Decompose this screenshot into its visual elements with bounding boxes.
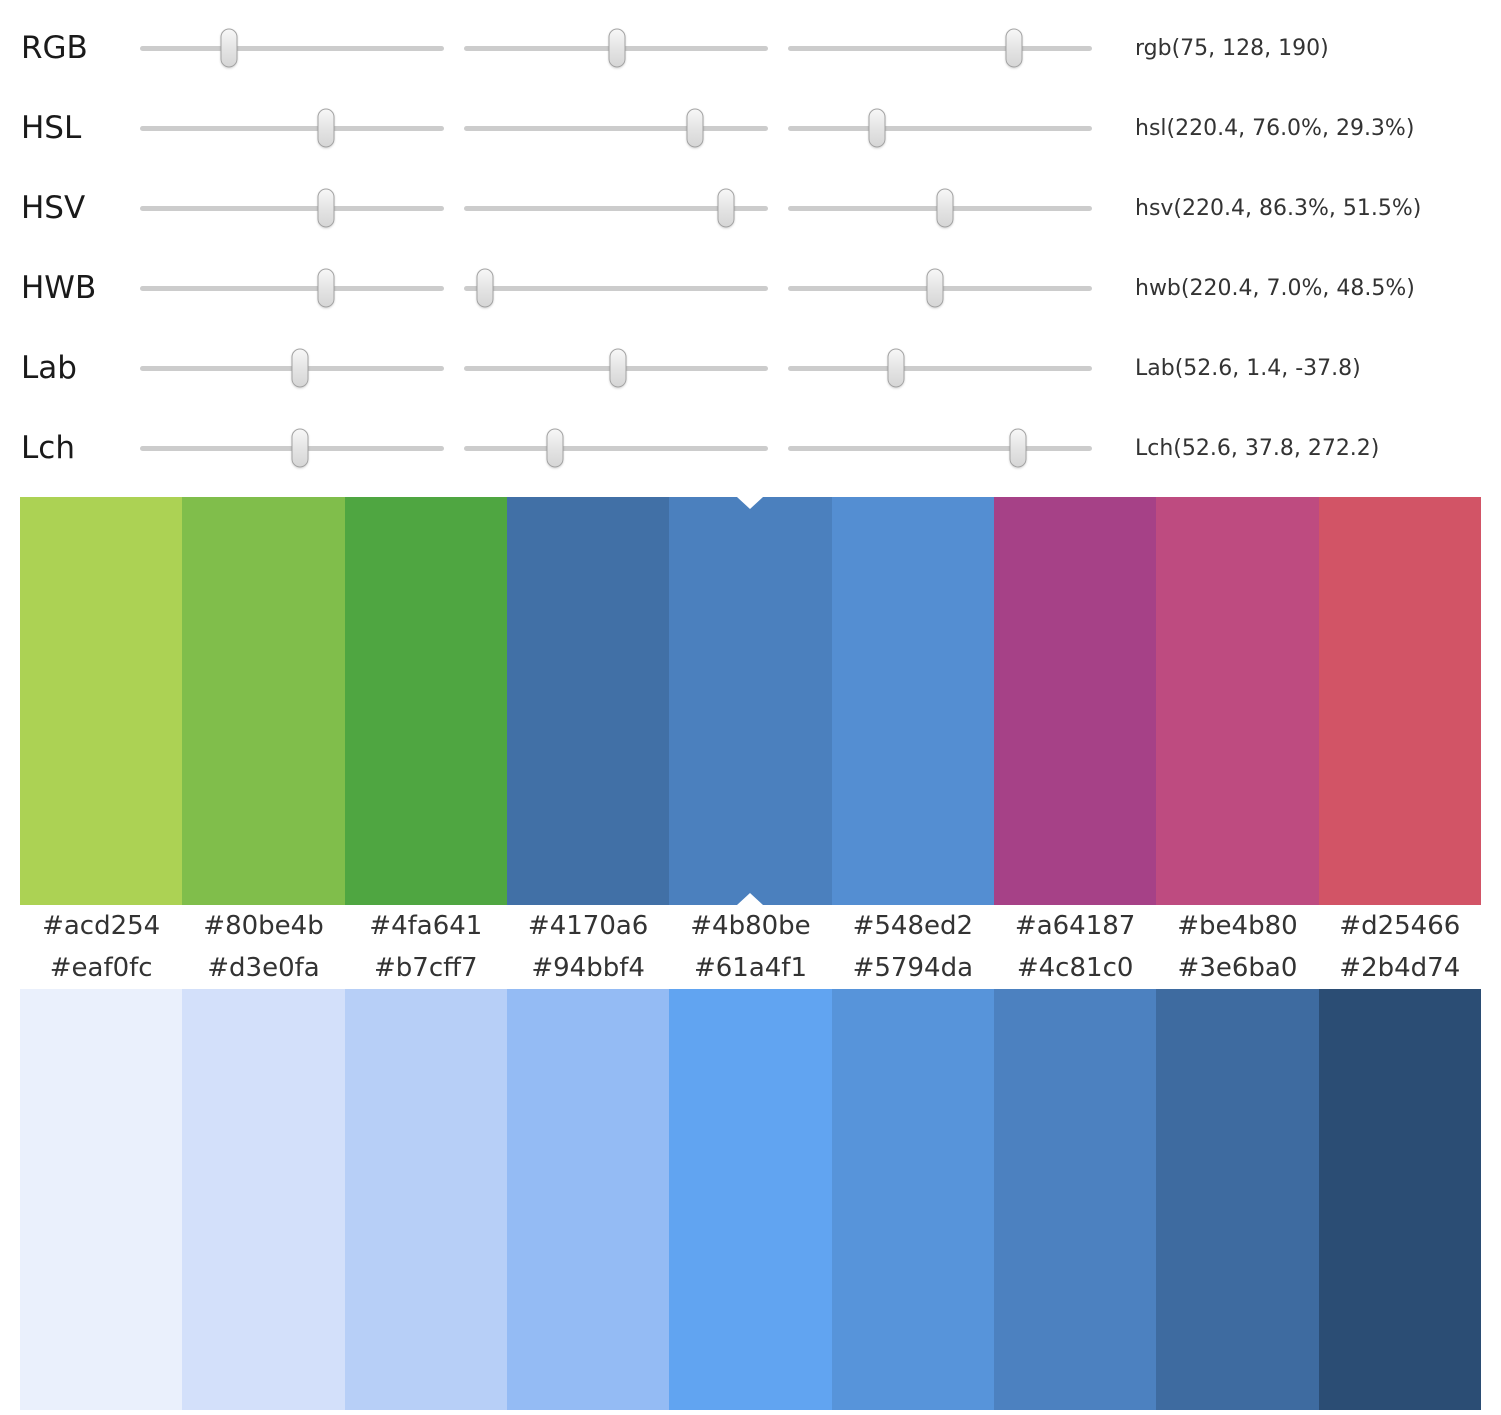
slider-row-hsv: HSV hsv(220.4, 86.3%, 51.5%)	[0, 168, 1501, 248]
shade-hex-label: #4c81c0	[1016, 953, 1134, 983]
colorspace-label-rgb: RGB	[21, 30, 88, 66]
slider-row-lab: Lab Lab(52.6, 1.4, -37.8)	[0, 328, 1501, 408]
hue-swatch[interactable]	[993, 497, 1157, 905]
colorspace-label-lch: Lch	[21, 430, 75, 466]
lab-slider-track-b[interactable]	[788, 348, 1092, 388]
hue-swatch[interactable]	[506, 497, 670, 905]
hsv-slider-thumb-s[interactable]	[717, 188, 735, 228]
colorspace-label-hsv: HSV	[21, 190, 86, 226]
selected-marker-top	[737, 497, 764, 509]
slider-row-hwb: HWB hwb(220.4, 7.0%, 48.5%)	[0, 248, 1501, 328]
hue-hex-labels: #acd254 #80be4b #4fa641 #4170a6 #4b80be …	[20, 905, 1481, 947]
shade-swatch[interactable]	[182, 989, 345, 1410]
shade-swatch[interactable]	[1156, 989, 1319, 1410]
rgb-slider-track-b[interactable]	[788, 28, 1092, 68]
hue-swatch[interactable]	[344, 497, 507, 905]
hsl-slider-track-h[interactable]	[140, 108, 444, 148]
hsl-slider-thumb-h[interactable]	[317, 108, 335, 148]
shade-swatch[interactable]	[1318, 989, 1481, 1410]
lch-slider-track-c[interactable]	[464, 428, 768, 468]
shade-swatch[interactable]	[344, 989, 507, 1410]
shade-hex-label: #94bbf4	[531, 953, 645, 983]
slider-row-hsl: HSL hsl(220.4, 76.0%, 29.3%)	[0, 88, 1501, 168]
hwb-slider-track-w[interactable]	[464, 268, 768, 308]
colorspace-label-lab: Lab	[21, 350, 77, 386]
selected-marker-bottom	[737, 893, 764, 905]
shade-swatch[interactable]	[993, 989, 1157, 1410]
shade-hex-label: #3e6ba0	[1177, 953, 1298, 983]
hwb-slider-thumb-b[interactable]	[926, 268, 944, 308]
hwb-slider-thumb-h[interactable]	[317, 268, 335, 308]
hue-hex-label: #4170a6	[527, 911, 649, 941]
hsv-slider-track-h[interactable]	[140, 188, 444, 228]
shade-hex-label: #5794da	[852, 953, 973, 983]
hue-hex-label: #4b80be	[690, 911, 811, 941]
rgb-slider-thumb-r[interactable]	[220, 28, 238, 68]
hsl-slider-thumb-s[interactable]	[686, 108, 704, 148]
shade-swatch[interactable]	[20, 989, 183, 1410]
hue-swatch[interactable]	[182, 497, 345, 905]
hsv-slider-track-v[interactable]	[788, 188, 1092, 228]
hue-hex-label: #d25466	[1339, 911, 1461, 941]
hsl-slider-track-l[interactable]	[788, 108, 1092, 148]
hue-swatch[interactable]	[831, 497, 994, 905]
hsl-value-text: hsl(220.4, 76.0%, 29.3%)	[1135, 115, 1415, 141]
shade-hex-label: #eaf0fc	[49, 953, 153, 983]
hwb-value-text: hwb(220.4, 7.0%, 48.5%)	[1135, 275, 1415, 301]
slider-row-lch: Lch Lch(52.6, 37.8, 272.2)	[0, 408, 1501, 488]
rgb-slider-track-r[interactable]	[140, 28, 444, 68]
hue-hex-label: #548ed2	[852, 911, 974, 941]
lab-slider-track-a[interactable]	[464, 348, 768, 388]
hsv-slider-track-s[interactable]	[464, 188, 768, 228]
hsl-slider-thumb-l[interactable]	[868, 108, 886, 148]
shade-palette	[20, 989, 1481, 1410]
shade-swatch[interactable]	[506, 989, 670, 1410]
shade-hex-label: #61a4f1	[693, 953, 807, 983]
hue-palette	[20, 497, 1481, 905]
shade-swatch[interactable]	[831, 989, 994, 1410]
hue-hex-label: #be4b80	[1177, 911, 1298, 941]
lch-slider-track-l[interactable]	[140, 428, 444, 468]
lab-slider-thumb-a[interactable]	[609, 348, 627, 388]
shade-hex-label: #d3e0fa	[207, 953, 320, 983]
shade-swatch[interactable]	[669, 989, 832, 1410]
rgb-value-text: rgb(75, 128, 190)	[1135, 35, 1329, 61]
hsv-slider-thumb-v[interactable]	[936, 188, 954, 228]
hue-hex-label: #a64187	[1014, 911, 1136, 941]
slider-section: RGB rgb(75, 128, 190) HSL hsl(220	[0, 0, 1501, 488]
shade-hex-labels: #eaf0fc #d3e0fa #b7cff7 #94bbf4 #61a4f1 …	[20, 947, 1481, 989]
hsl-slider-track-s[interactable]	[464, 108, 768, 148]
hue-hex-label: #acd254	[42, 911, 161, 941]
lab-slider-thumb-l[interactable]	[291, 348, 309, 388]
hue-swatch[interactable]	[1318, 497, 1481, 905]
hsv-value-text: hsv(220.4, 86.3%, 51.5%)	[1135, 195, 1422, 221]
hsv-slider-thumb-h[interactable]	[317, 188, 335, 228]
shade-hex-label: #2b4d74	[1339, 953, 1461, 983]
lch-value-text: Lch(52.6, 37.8, 272.2)	[1135, 435, 1380, 461]
lch-slider-thumb-c[interactable]	[546, 428, 564, 468]
hue-swatch[interactable]	[20, 497, 183, 905]
lab-slider-thumb-b[interactable]	[887, 348, 905, 388]
hwb-slider-track-b[interactable]	[788, 268, 1092, 308]
hue-hex-label: #80be4b	[203, 911, 324, 941]
hue-swatch[interactable]	[1156, 497, 1319, 905]
lch-slider-thumb-h[interactable]	[1009, 428, 1027, 468]
hwb-slider-thumb-w[interactable]	[476, 268, 494, 308]
lch-slider-track-h[interactable]	[788, 428, 1092, 468]
hue-swatch-selected[interactable]	[669, 497, 832, 905]
lch-slider-thumb-l[interactable]	[291, 428, 309, 468]
lab-value-text: Lab(52.6, 1.4, -37.8)	[1135, 355, 1361, 381]
shade-hex-label: #b7cff7	[374, 953, 478, 983]
lab-slider-track-l[interactable]	[140, 348, 444, 388]
colorspace-label-hsl: HSL	[21, 110, 82, 146]
rgb-slider-track-g[interactable]	[464, 28, 768, 68]
slider-row-rgb: RGB rgb(75, 128, 190)	[0, 8, 1501, 88]
hue-hex-label: #4fa641	[369, 911, 483, 941]
hwb-slider-track-h[interactable]	[140, 268, 444, 308]
colorspace-label-hwb: HWB	[21, 270, 97, 306]
rgb-slider-thumb-g[interactable]	[608, 28, 626, 68]
rgb-slider-thumb-b[interactable]	[1005, 28, 1023, 68]
